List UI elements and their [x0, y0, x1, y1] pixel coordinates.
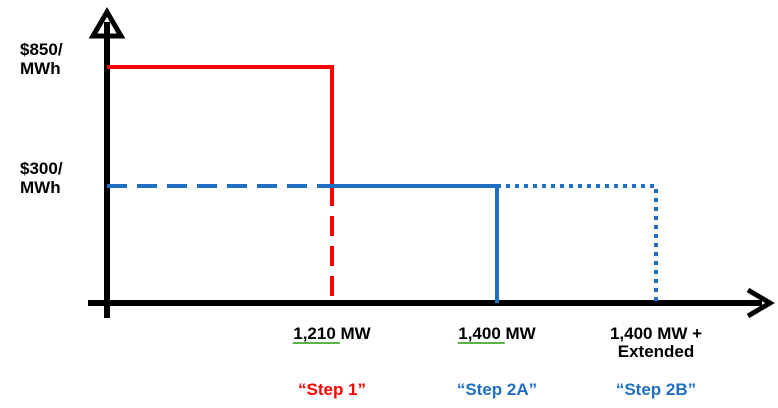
- x-tick-label-3: 1,400 MW + Extended: [610, 324, 702, 361]
- x-tick-group-3: 1,400 MW + Extended “Step 2B”: [610, 324, 702, 399]
- x-tick-label-1: 1,210 MW: [293, 324, 371, 343]
- x-tick-label-2: 1,400 MW: [458, 324, 536, 343]
- step-label-2: “Step 2A”: [457, 380, 537, 399]
- x-axis-arrow-icon: [746, 287, 775, 319]
- x-tick-group-1: 1,210 MW “Step 1”: [292, 324, 372, 399]
- labels-layer: $850/MWh $300/MWh 1,210 MW “Step 1” 1,400 MW…: [20, 40, 702, 399]
- axes: [88, 7, 775, 319]
- y-tick-label-2: $300/MWh: [20, 159, 63, 197]
- step-label-3: “Step 2B”: [616, 380, 696, 399]
- x-tick-group-2: 1,400 MW “Step 2A”: [457, 324, 537, 399]
- series-line-1-solid: [107, 65, 334, 186]
- series-layer: [107, 65, 658, 303]
- y-axis-arrow-icon: [88, 7, 126, 39]
- series-line-4-solid: [332, 184, 499, 303]
- y-tick-label-1: $850/MWh: [20, 40, 63, 78]
- series-line-5-dotted: [497, 184, 658, 303]
- step-label-1: “Step 1”: [298, 380, 366, 399]
